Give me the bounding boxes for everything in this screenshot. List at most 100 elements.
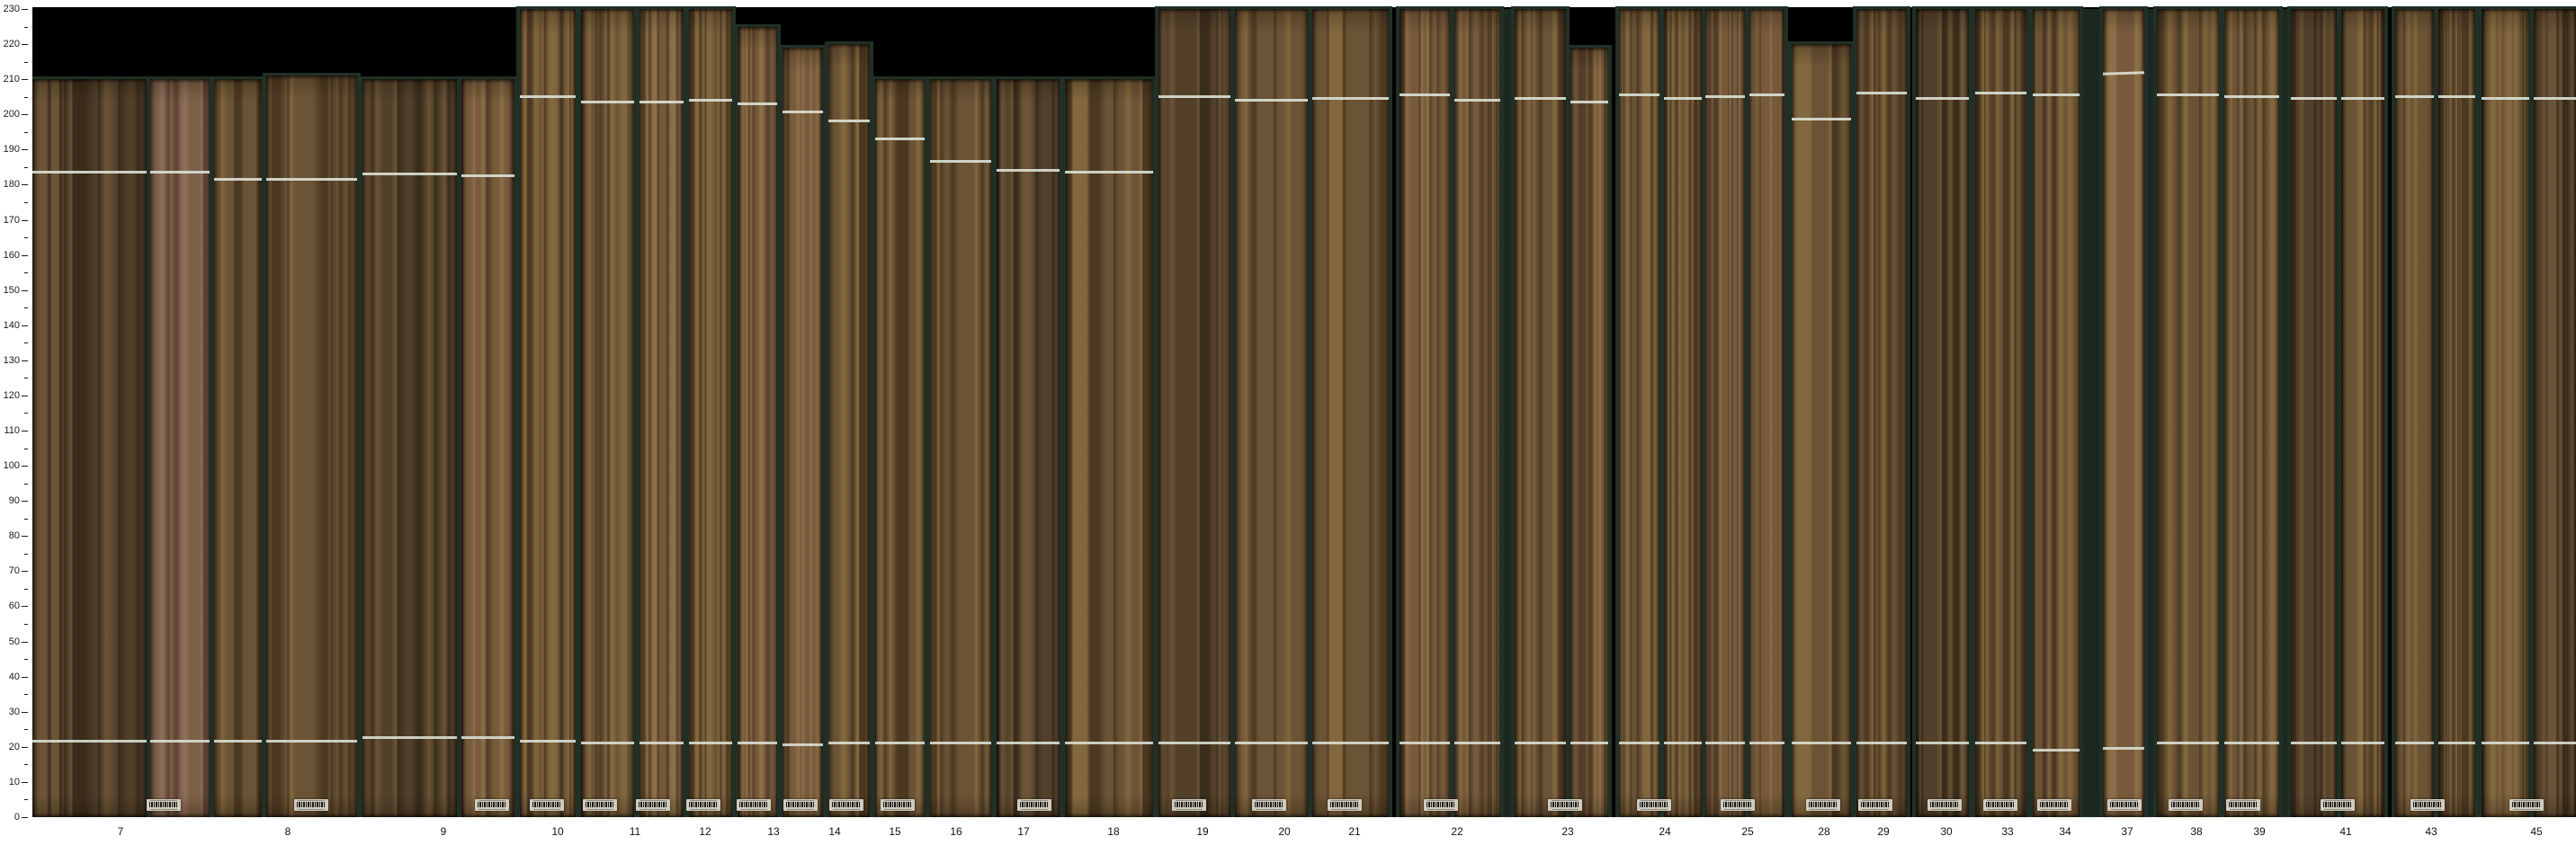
bundle-label-24: 24: [1659, 825, 1671, 838]
veneer-board[interactable]: [362, 79, 457, 817]
sticker-text-line: [787, 809, 814, 810]
veneer-board[interactable]: [1856, 8, 1907, 817]
measurement-line-lower: [1515, 741, 1566, 744]
barcode-sticker: [1548, 799, 1582, 811]
veneer-board[interactable]: [738, 26, 777, 817]
sticker-text-line: [1021, 800, 1048, 801]
y-axis-tick-label: 190: [3, 144, 20, 155]
y-axis-minor-tick: [24, 799, 28, 800]
veneer-board[interactable]: [640, 8, 684, 817]
sticker-barcode: [297, 802, 326, 807]
y-axis-minor-tick: [24, 519, 28, 520]
measurement-line-lower: [2395, 741, 2434, 744]
veneer-board[interactable]: [1792, 44, 1851, 817]
measurement-line-lower: [738, 741, 777, 744]
sticker-barcode: [2040, 802, 2069, 807]
veneer-board[interactable]: [1570, 47, 1608, 817]
measurement-line-lower: [2157, 741, 2219, 744]
veneer-board[interactable]: [2534, 8, 2576, 817]
sticker-barcode: [2413, 802, 2442, 807]
y-axis-major-tick: [22, 114, 28, 115]
measurement-line-lower: [461, 736, 514, 740]
veneer-board[interactable]: [266, 76, 357, 817]
veneer-board[interactable]: [461, 79, 514, 817]
veneer-board[interactable]: [1312, 8, 1389, 817]
bundle-label-8: 8: [284, 825, 291, 838]
y-axis-major-tick: [22, 782, 28, 783]
sticker-barcode: [786, 802, 815, 807]
veneer-board[interactable]: [1749, 8, 1784, 817]
sticker-text-line: [1256, 800, 1283, 801]
y-axis-major-tick: [22, 606, 28, 607]
veneer-board[interactable]: [1158, 8, 1230, 817]
veneer-board[interactable]: [1515, 8, 1566, 817]
veneer-board[interactable]: [1664, 8, 1702, 817]
measurement-line-lower: [783, 743, 823, 746]
y-axis-minor-tick: [24, 27, 28, 28]
y-axis-minor-tick: [24, 342, 28, 343]
veneer-board[interactable]: [930, 79, 991, 817]
veneer-board[interactable]: [828, 44, 870, 817]
y-axis-major-tick: [22, 44, 28, 45]
y-axis-minor-tick: [24, 659, 28, 660]
measurement-line-upper: [266, 177, 357, 181]
veneer-board[interactable]: [2102, 8, 2145, 817]
sticker-text-line: [2513, 800, 2540, 801]
veneer-board[interactable]: [689, 8, 732, 817]
y-axis-tick-label: 100: [3, 460, 20, 471]
veneer-board[interactable]: [2033, 8, 2080, 817]
measurement-line-lower: [1312, 741, 1389, 744]
measurement-line-lower: [2482, 741, 2529, 744]
barcode-sticker: [686, 799, 720, 811]
veneer-board[interactable]: [2438, 8, 2475, 817]
veneer-board[interactable]: [520, 8, 576, 817]
veneer-board[interactable]: [2291, 8, 2337, 817]
veneer-board[interactable]: [1916, 8, 1969, 817]
barcode-sticker: [147, 799, 181, 811]
y-axis-major-tick: [22, 325, 28, 326]
veneer-board[interactable]: [214, 79, 262, 817]
veneer-board[interactable]: [1235, 8, 1308, 817]
measurement-line-upper: [1515, 96, 1566, 100]
veneer-board[interactable]: [1975, 8, 2026, 817]
sticker-text-line: [479, 800, 505, 801]
veneer-board[interactable]: [2482, 8, 2529, 817]
veneer-board[interactable]: [783, 47, 823, 817]
barcode-sticker: [1328, 799, 1362, 811]
measurement-line-upper: [2102, 71, 2145, 76]
bundle-label-37: 37: [2121, 825, 2133, 838]
barcode-sticker: [2037, 799, 2071, 811]
measurement-line-upper: [930, 160, 991, 164]
veneer-board[interactable]: [1065, 79, 1153, 817]
veneer-board[interactable]: [2157, 8, 2219, 817]
veneer-board[interactable]: [1705, 8, 1745, 817]
sticker-barcode: [532, 802, 561, 807]
barcode-sticker: [1637, 799, 1671, 811]
veneer-board[interactable]: [2341, 8, 2384, 817]
veneer-board[interactable]: [997, 79, 1060, 817]
veneer-board[interactable]: [875, 79, 925, 817]
barcode-sticker: [783, 799, 818, 811]
measurement-line-lower: [1235, 741, 1308, 744]
sticker-barcode: [1723, 802, 1752, 807]
y-axis-major-tick: [22, 712, 28, 713]
veneer-board[interactable]: [2395, 8, 2434, 817]
veneer-board[interactable]: [2224, 8, 2279, 817]
sticker-barcode: [639, 802, 667, 807]
measurement-line-upper: [997, 168, 1060, 172]
measurement-line-upper: [1158, 94, 1230, 98]
veneer-board[interactable]: [1400, 8, 1450, 817]
veneer-board[interactable]: [1454, 8, 1500, 817]
sticker-text-line: [298, 800, 325, 801]
y-axis-major-tick: [22, 571, 28, 572]
veneer-board[interactable]: [32, 79, 147, 817]
sticker-text-line: [1641, 809, 1668, 810]
veneer-board[interactable]: [581, 8, 634, 817]
measurement-line-upper: [1664, 96, 1702, 100]
measurement-line-upper: [1619, 93, 1659, 96]
bundle-gap: [2280, 9, 2290, 817]
veneer-board[interactable]: [150, 79, 210, 817]
sticker-barcode: [586, 802, 614, 807]
veneer-board[interactable]: [1619, 8, 1659, 817]
measurement-line-lower: [150, 740, 210, 743]
